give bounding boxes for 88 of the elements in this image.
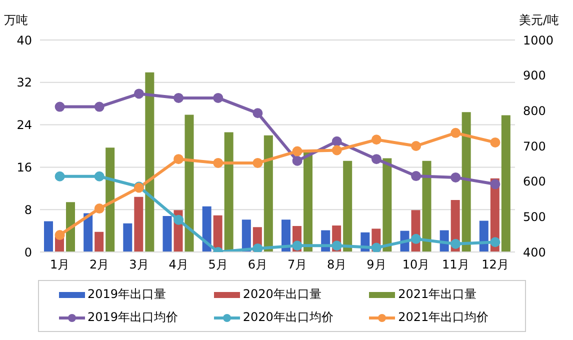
x-tick-label: 8月 [327,258,347,272]
bar [422,160,432,252]
point [54,171,65,182]
bar [501,115,510,252]
bar [66,202,75,252]
bar [134,196,144,252]
point [411,141,422,151]
y2-axis-title: 美元/吨 [518,13,559,27]
point [252,158,263,168]
y2-tick-label: 400 [523,245,546,260]
bar [184,114,194,252]
point [134,88,144,99]
legend-label: 2021年出口均价 [398,309,489,326]
point [450,172,461,182]
y-tick-label: 24 [16,118,32,132]
bar [264,135,273,252]
point [292,240,302,251]
point [490,237,500,248]
y-tick-label: 16 [16,160,32,174]
bar [162,216,172,252]
x-tick-label: 1月 [50,258,70,272]
bar [202,206,212,252]
point [411,171,422,182]
point [252,108,263,118]
legend-label: 2021年出口量 [398,286,477,303]
y-tick-label: 40 [16,33,32,48]
bar [343,160,352,252]
point [174,154,184,164]
point [94,204,104,214]
point [332,145,342,156]
legend-label: 2019年出口均价 [88,309,178,326]
bar [106,148,115,252]
y2-tick-label: 900 [523,68,546,83]
x-tick-label: 3月 [129,258,149,272]
y2-tick-label: 1000 [523,33,554,48]
point [54,230,65,240]
point [213,92,224,103]
bar [242,220,251,252]
y-axis-title: 万吨 [4,13,28,27]
x-tick-label: 12月 [482,258,509,272]
point [450,238,461,249]
point [94,171,104,182]
point [371,154,382,164]
point [371,134,382,145]
x-tick-label: 5月 [208,258,228,272]
legend-label: 2020年出口均价 [242,309,334,326]
bar [282,220,290,252]
bar [462,112,471,252]
point [174,92,184,103]
x-tick-label: 4月 [168,258,188,272]
x-tick-label: 9月 [366,258,386,272]
bar [479,220,488,252]
point [371,242,382,252]
y2-tick-label: 600 [523,174,546,189]
point [213,158,224,168]
bar [84,213,93,252]
point [94,102,104,112]
y-tick-label: 32 [16,76,32,90]
x-tick-label: 11月 [442,258,470,272]
bar [382,158,392,252]
x-tick-label: 10月 [402,258,430,272]
bar [304,152,312,252]
point [54,102,65,112]
y2-tick-label: 700 [523,139,546,154]
point [332,240,342,251]
point [174,214,184,225]
point [411,234,422,244]
point [292,156,302,166]
point [490,179,500,190]
legend-label: 2019年出口量 [88,286,166,303]
point [292,146,302,156]
bar [145,72,154,252]
x-tick-label: 7月 [287,258,308,272]
bar [94,232,104,252]
y2-tick-label: 800 [523,104,546,118]
y-tick-label: 0 [24,245,32,260]
bar [123,223,132,252]
point [252,243,263,252]
bar [44,221,53,252]
y2-tick-label: 500 [523,210,546,224]
x-tick-label: 6月 [248,258,268,272]
x-tick-label: 2月 [90,258,110,272]
bar [224,132,234,252]
point [332,136,342,146]
point [450,128,461,138]
legend-label: 2020年出口量 [242,286,322,303]
y-tick-label: 8 [24,202,32,217]
point [490,137,500,148]
